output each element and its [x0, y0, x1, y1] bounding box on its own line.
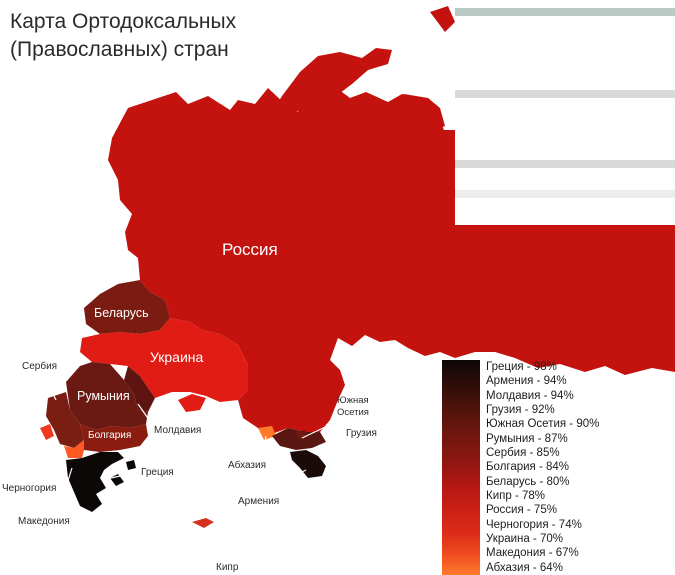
label-russia: Россия — [222, 240, 278, 259]
region-russia — [108, 86, 675, 434]
label-romania: Румыния — [77, 389, 130, 403]
label-belarus: Беларусь — [94, 306, 149, 320]
label-south-ossetia: Южная Осетия — [337, 395, 369, 419]
label-south-ossetia-line-1: Южная — [337, 395, 369, 406]
label-serbia: Сербия — [22, 361, 58, 372]
region-belarus — [84, 280, 170, 334]
region-greece-island — [110, 474, 124, 486]
overlay-bar — [455, 8, 675, 16]
legend-item: Украина - 70% — [486, 533, 564, 546]
region-greece-island — [126, 460, 136, 470]
legend-item: Грузия - 92% — [486, 404, 555, 417]
legend-color-ramp — [442, 360, 480, 575]
legend-item: Армения - 94% — [486, 375, 567, 388]
map-title: Карта Ортодоксальных (Православных) стра… — [10, 8, 236, 64]
region-russia-island — [398, 94, 445, 130]
region-abkhazia — [258, 426, 276, 440]
legend-item: Греция - 98% — [486, 361, 557, 373]
region-russia-island — [268, 48, 392, 118]
legend-item: Румыния - 87% — [486, 432, 568, 445]
legend-item: Черногория - 74% — [486, 518, 582, 531]
region-crimea — [178, 394, 206, 412]
leader-lines — [41, 371, 341, 561]
legend-item: Македония - 67% — [486, 547, 579, 560]
region-romania — [66, 362, 148, 430]
region-greece — [66, 452, 124, 512]
region-russia-north — [180, 150, 258, 200]
legend-item: Южная Осетия - 90% — [486, 418, 600, 431]
legend-item: Молдавия - 94% — [486, 389, 574, 402]
label-greece: Греция — [141, 467, 174, 478]
region-cyprus — [192, 518, 214, 528]
overlay-bar — [455, 90, 675, 98]
legend-item: Россия - 75% — [486, 504, 557, 517]
legend-item: Кипр - 78% — [486, 490, 545, 503]
legend-item: Беларусь - 80% — [486, 475, 570, 488]
region-ukraine — [80, 318, 248, 402]
legend-item: Сербия - 85% — [486, 447, 560, 460]
label-ukraine: Украина — [150, 349, 204, 365]
region-armenia — [290, 450, 326, 478]
region-montenegro — [40, 424, 54, 440]
overlay-bar — [455, 190, 675, 198]
label-montenegro: Черногория — [2, 483, 57, 494]
title-line-1: Карта Ортодоксальных — [10, 10, 237, 33]
label-moldova: Молдавия — [154, 425, 202, 436]
region-russia-island — [430, 6, 455, 32]
label-armenia: Армения — [238, 496, 280, 507]
region-bulgaria — [80, 424, 148, 452]
legend-item: Абхазия - 64% — [486, 561, 563, 574]
white-overlay-panel — [455, 0, 675, 225]
label-south-ossetia-line-2: Осетия — [337, 407, 369, 418]
label-cyprus: Кипр — [216, 562, 239, 573]
label-abkhazia: Абхазия — [228, 460, 266, 471]
label-macedonia: Македония — [18, 516, 70, 527]
region-serbia — [46, 392, 84, 448]
legend-list: Греция - 98% Армения - 94% Молдавия - 94… — [486, 360, 599, 575]
region-moldova — [124, 366, 155, 412]
label-bulgaria: Болгария — [88, 430, 132, 441]
legend-item: Болгария - 84% — [486, 461, 570, 474]
region-macedonia — [64, 440, 84, 458]
label-georgia: Грузия — [346, 428, 377, 439]
overlay-bar — [455, 160, 675, 168]
title-line-2: (Православных) стран — [10, 38, 229, 61]
